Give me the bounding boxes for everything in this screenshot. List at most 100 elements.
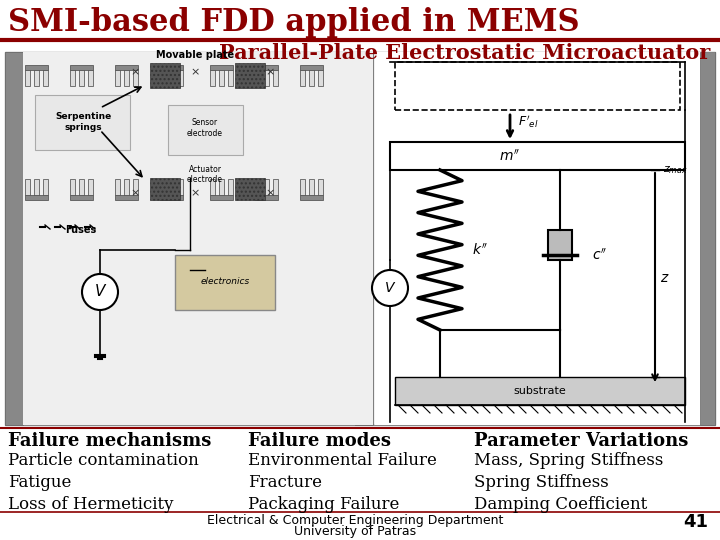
Text: Environmental Failure: Environmental Failure — [248, 452, 437, 469]
Bar — [219, 70, 224, 86]
Bar — [124, 70, 129, 86]
Text: ×: × — [130, 67, 140, 77]
Bar — [150, 63, 180, 88]
Text: Packaging Failure: Packaging Failure — [248, 496, 400, 513]
Text: Fuses: Fuses — [65, 225, 96, 235]
Text: Failure mechanisms: Failure mechanisms — [8, 432, 212, 450]
Bar — [70, 179, 75, 195]
Bar — [210, 179, 215, 195]
Bar — [264, 179, 269, 195]
Text: $k''$: $k''$ — [472, 242, 488, 258]
Bar — [318, 70, 323, 86]
Bar — [700, 52, 715, 425]
Text: ×: × — [265, 67, 275, 77]
Bar — [88, 70, 93, 86]
Bar — [25, 70, 30, 86]
Bar — [23, 52, 373, 425]
Text: V: V — [385, 281, 395, 295]
Bar — [133, 179, 138, 195]
Bar — [219, 179, 224, 195]
Bar — [210, 70, 215, 86]
Text: 41: 41 — [683, 513, 708, 531]
Bar — [300, 179, 305, 195]
Bar — [115, 65, 138, 70]
Bar — [43, 70, 48, 86]
Bar — [228, 70, 233, 86]
Bar — [300, 65, 323, 70]
Bar — [273, 179, 278, 195]
Text: Serpentine
springs: Serpentine springs — [55, 112, 111, 132]
Bar — [25, 195, 48, 200]
Bar — [43, 179, 48, 195]
Text: Spring Stiffness: Spring Stiffness — [474, 474, 608, 491]
Bar — [168, 105, 243, 155]
Bar — [124, 179, 129, 195]
Circle shape — [372, 270, 408, 306]
Bar — [169, 179, 174, 195]
Bar — [395, 377, 685, 405]
Bar — [210, 195, 233, 200]
Text: Parameter Variations: Parameter Variations — [474, 432, 688, 450]
Bar — [309, 179, 314, 195]
Circle shape — [82, 274, 118, 310]
Bar — [235, 63, 265, 88]
Bar — [34, 179, 39, 195]
Bar — [255, 70, 260, 86]
Text: ×: × — [130, 188, 140, 198]
Bar — [115, 70, 120, 86]
Bar — [160, 179, 165, 195]
Bar — [355, 52, 373, 425]
Text: substrate: substrate — [513, 386, 567, 396]
Text: Movable plate: Movable plate — [156, 50, 234, 60]
Text: $z_{max}$: $z_{max}$ — [663, 164, 688, 176]
Bar — [273, 70, 278, 86]
Bar — [160, 70, 165, 86]
Text: Loss of Hermeticity: Loss of Hermeticity — [8, 496, 174, 513]
Bar — [255, 179, 260, 195]
Text: z: z — [660, 271, 667, 285]
Bar — [235, 178, 265, 200]
Bar — [5, 52, 715, 425]
Text: electronics: electronics — [200, 278, 250, 287]
Bar — [5, 52, 23, 425]
Bar — [79, 179, 84, 195]
Bar — [160, 65, 183, 70]
Bar — [318, 179, 323, 195]
Bar — [375, 52, 715, 425]
Text: Electrical & Computer Engineering Department: Electrical & Computer Engineering Depart… — [207, 514, 503, 527]
Bar — [395, 62, 680, 110]
Bar — [160, 195, 183, 200]
Text: $c''$: $c''$ — [592, 247, 608, 262]
Bar — [300, 195, 323, 200]
Text: Damping Coefficient: Damping Coefficient — [474, 496, 647, 513]
Text: Actuator
electrode: Actuator electrode — [187, 165, 223, 184]
Text: Fatigue: Fatigue — [8, 474, 71, 491]
Bar — [178, 179, 183, 195]
Bar — [70, 65, 93, 70]
Text: SMI-based FDD applied in MEMS: SMI-based FDD applied in MEMS — [8, 7, 580, 38]
Text: $m''$: $m''$ — [499, 148, 521, 164]
Bar — [79, 70, 84, 86]
Bar — [34, 70, 39, 86]
Text: Failure modes: Failure modes — [248, 432, 391, 450]
Bar — [169, 70, 174, 86]
Text: ×: × — [265, 188, 275, 198]
Bar — [255, 195, 278, 200]
Bar — [25, 179, 30, 195]
Bar — [133, 70, 138, 86]
Bar — [115, 195, 138, 200]
Bar — [88, 179, 93, 195]
Bar — [210, 65, 233, 70]
Bar — [178, 70, 183, 86]
Text: Sensor
electrode: Sensor electrode — [187, 118, 223, 138]
Text: Fracture: Fracture — [248, 474, 322, 491]
Bar — [70, 70, 75, 86]
Bar — [150, 178, 180, 200]
Bar — [25, 65, 48, 70]
Bar — [264, 70, 269, 86]
Text: ×: × — [190, 67, 199, 77]
Text: Mass, Spring Stiffness: Mass, Spring Stiffness — [474, 452, 663, 469]
Text: Particle contamination: Particle contamination — [8, 452, 199, 469]
Text: University of Patras: University of Patras — [294, 525, 416, 538]
Text: V: V — [95, 285, 105, 300]
